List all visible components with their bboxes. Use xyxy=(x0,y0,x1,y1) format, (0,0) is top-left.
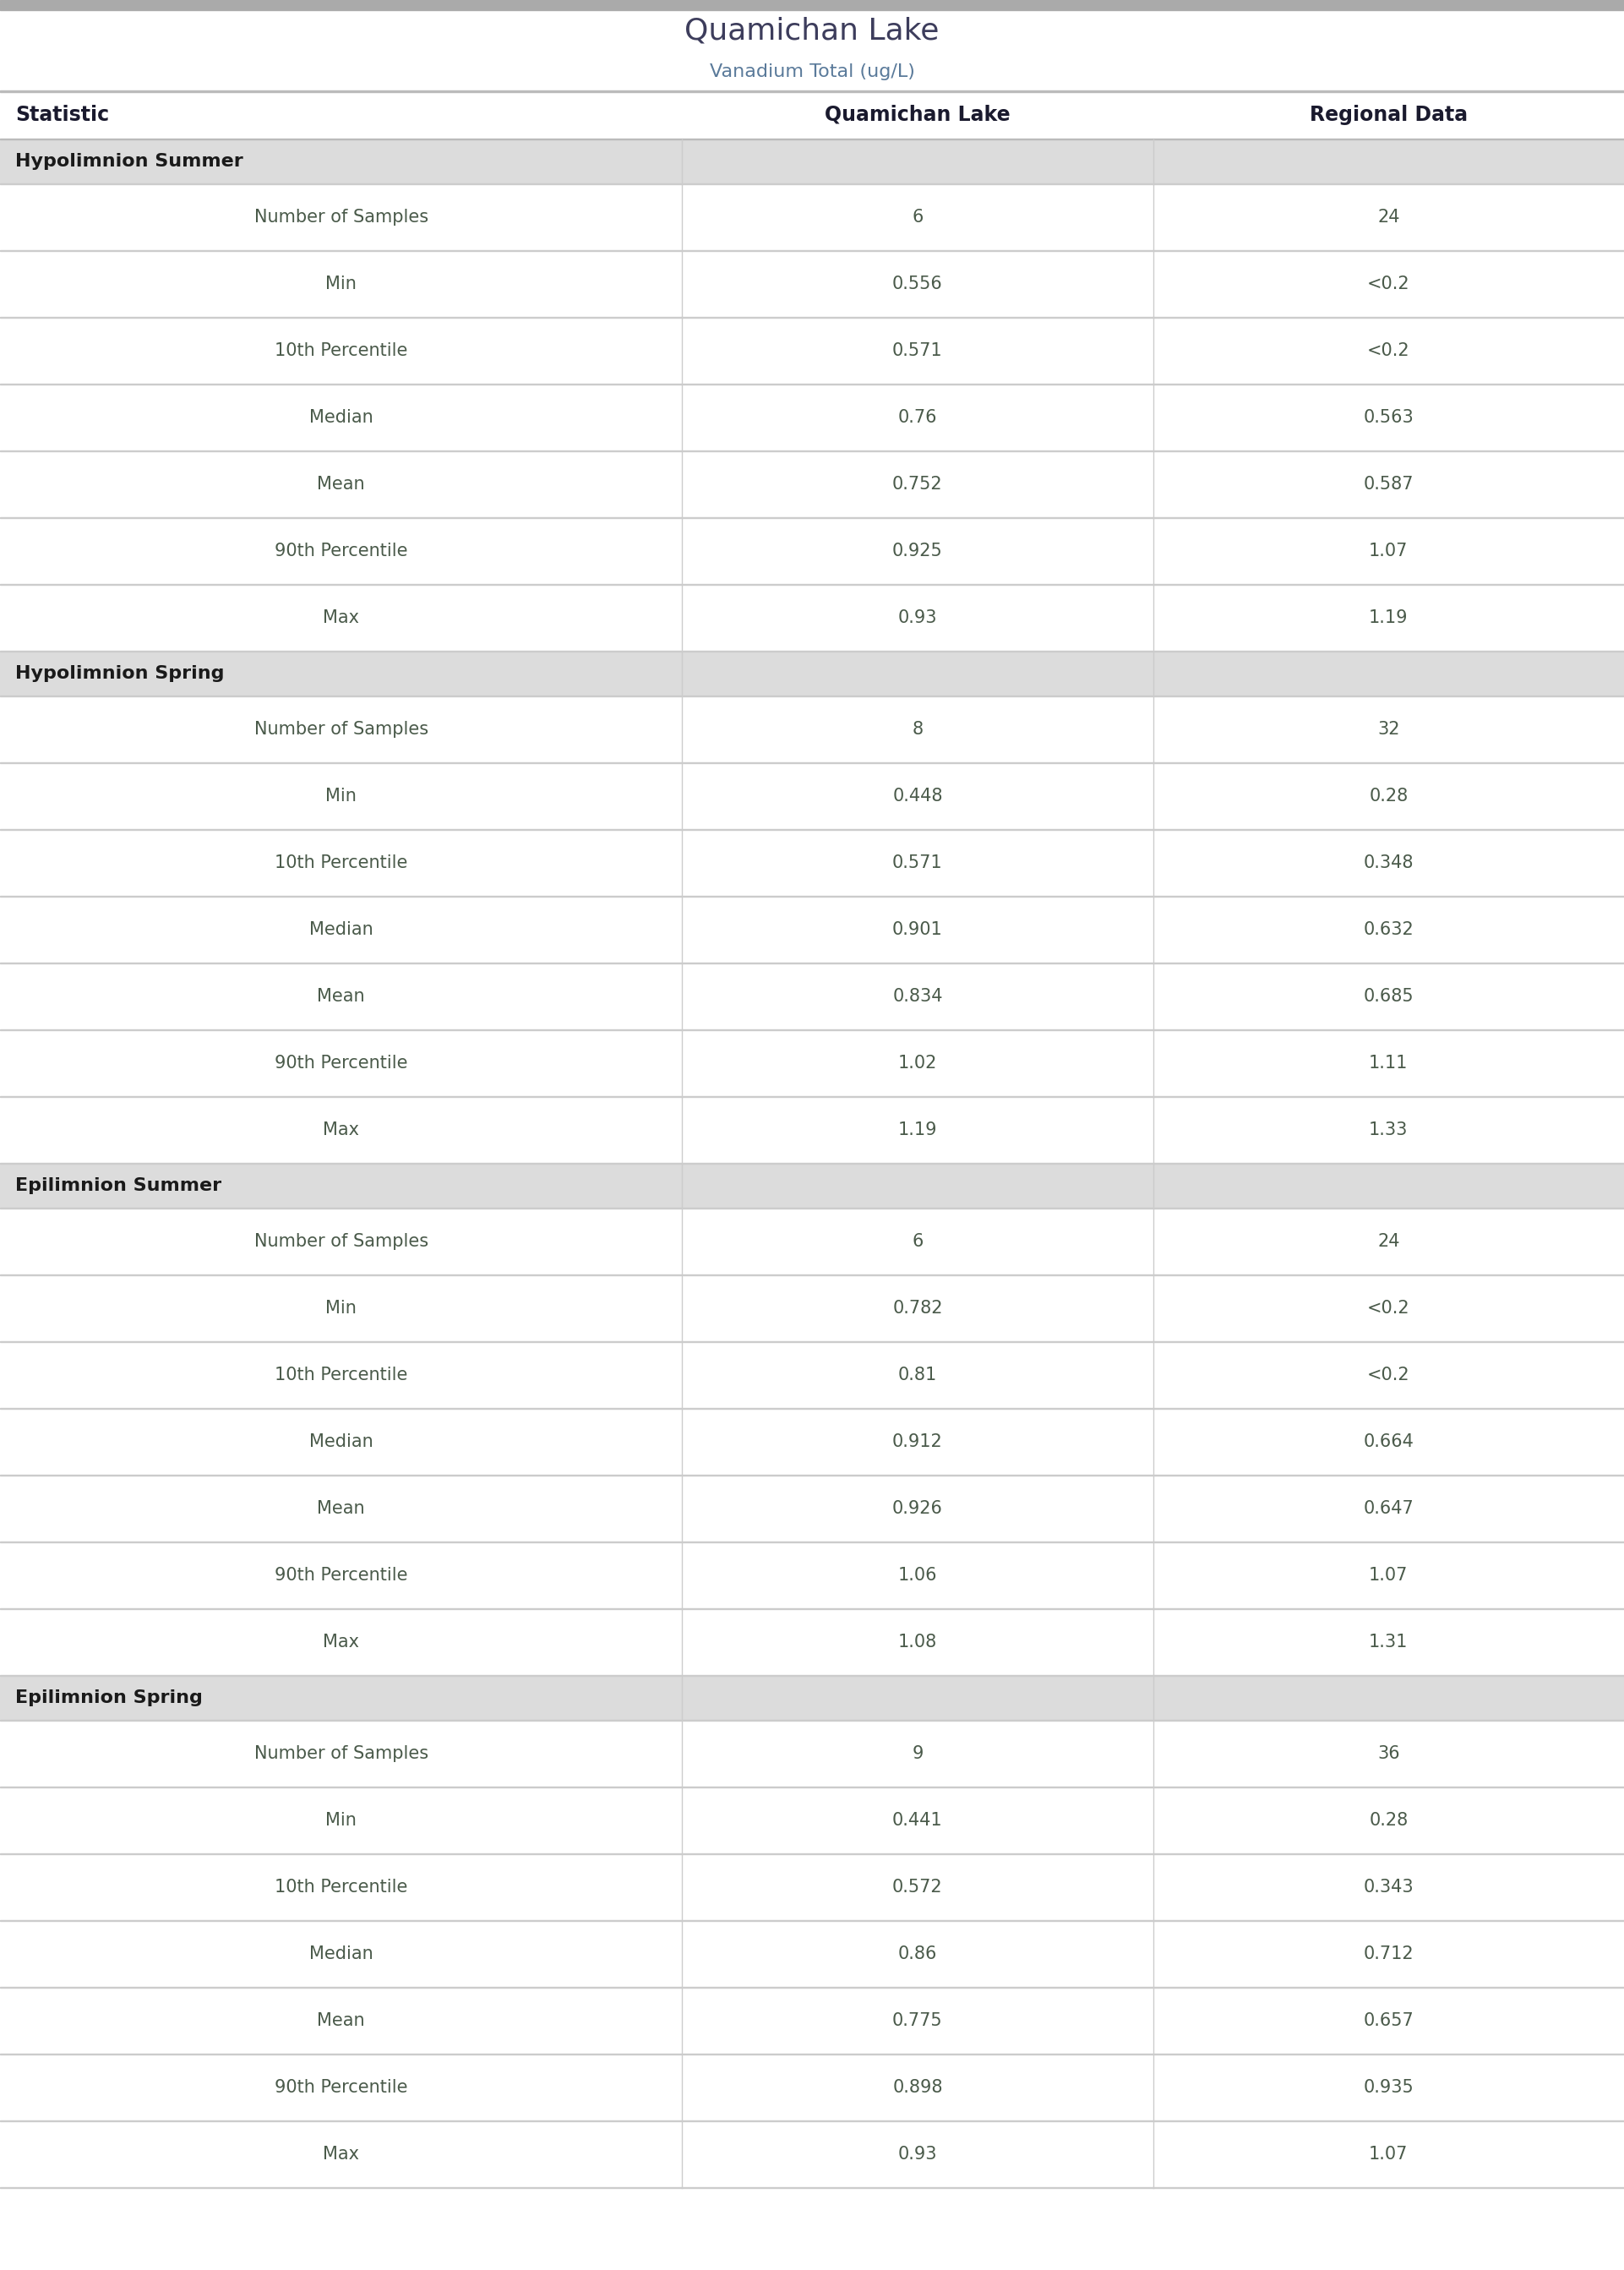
Text: 0.752: 0.752 xyxy=(892,477,944,493)
Text: Min: Min xyxy=(325,1811,357,1830)
Text: 0.28: 0.28 xyxy=(1369,1811,1408,1830)
Text: 0.28: 0.28 xyxy=(1369,788,1408,804)
Text: Hypolimnion Summer: Hypolimnion Summer xyxy=(15,152,244,170)
Text: 0.925: 0.925 xyxy=(892,543,944,558)
Text: Number of Samples: Number of Samples xyxy=(253,1746,429,1762)
Text: Quamichan Lake: Quamichan Lake xyxy=(825,104,1010,125)
Text: 0.76: 0.76 xyxy=(898,409,937,427)
Text: 0.571: 0.571 xyxy=(892,343,944,359)
Text: 9: 9 xyxy=(913,1746,922,1762)
Bar xyxy=(0,651,1624,695)
Text: 0.901: 0.901 xyxy=(892,922,944,938)
Text: 1.19: 1.19 xyxy=(1369,608,1408,627)
Text: 0.571: 0.571 xyxy=(892,854,944,872)
Text: 0.348: 0.348 xyxy=(1364,854,1413,872)
Text: 0.343: 0.343 xyxy=(1363,1880,1415,1895)
Text: 0.563: 0.563 xyxy=(1363,409,1415,427)
Text: 0.93: 0.93 xyxy=(898,608,937,627)
Text: <0.2: <0.2 xyxy=(1367,1301,1410,1317)
Text: 0.935: 0.935 xyxy=(1363,2079,1415,2095)
Text: 90th Percentile: 90th Percentile xyxy=(274,543,408,558)
Text: Number of Samples: Number of Samples xyxy=(253,722,429,738)
Text: 1.08: 1.08 xyxy=(898,1634,937,1650)
Text: 0.712: 0.712 xyxy=(1363,1945,1415,1961)
Text: 0.86: 0.86 xyxy=(898,1945,937,1961)
Text: 10th Percentile: 10th Percentile xyxy=(274,854,408,872)
Text: 8: 8 xyxy=(913,722,922,738)
Text: 0.572: 0.572 xyxy=(892,1880,944,1895)
Text: <0.2: <0.2 xyxy=(1367,1367,1410,1382)
Text: Max: Max xyxy=(323,1121,359,1137)
Text: Quamichan Lake: Quamichan Lake xyxy=(685,16,939,45)
Text: 0.587: 0.587 xyxy=(1364,477,1413,493)
Text: Min: Min xyxy=(325,1301,357,1317)
Text: 6: 6 xyxy=(913,209,922,225)
Bar xyxy=(0,0,1624,9)
Text: Median: Median xyxy=(309,409,374,427)
Bar xyxy=(0,1675,1624,1721)
Text: Vanadium Total (ug/L): Vanadium Total (ug/L) xyxy=(710,64,914,79)
Text: 0.441: 0.441 xyxy=(892,1811,944,1830)
Text: 1.02: 1.02 xyxy=(898,1056,937,1071)
Text: <0.2: <0.2 xyxy=(1367,275,1410,293)
Bar xyxy=(0,1165,1624,1208)
Text: Epilimnion Spring: Epilimnion Spring xyxy=(15,1689,203,1707)
Text: 1.19: 1.19 xyxy=(898,1121,937,1137)
Text: Median: Median xyxy=(309,1945,374,1961)
Text: Statistic: Statistic xyxy=(15,104,109,125)
Text: Min: Min xyxy=(325,788,357,804)
Text: 24: 24 xyxy=(1377,209,1400,225)
Text: 90th Percentile: 90th Percentile xyxy=(274,2079,408,2095)
Text: Max: Max xyxy=(323,608,359,627)
Text: 32: 32 xyxy=(1377,722,1400,738)
Text: 0.664: 0.664 xyxy=(1363,1432,1415,1451)
Text: Number of Samples: Number of Samples xyxy=(253,1233,429,1251)
Text: 10th Percentile: 10th Percentile xyxy=(274,1880,408,1895)
Text: Hypolimnion Spring: Hypolimnion Spring xyxy=(15,665,224,681)
Text: Number of Samples: Number of Samples xyxy=(253,209,429,225)
Text: 0.926: 0.926 xyxy=(892,1500,944,1516)
Text: 0.898: 0.898 xyxy=(893,2079,942,2095)
Text: 0.775: 0.775 xyxy=(892,2011,944,2029)
Text: Regional Data: Regional Data xyxy=(1309,104,1468,125)
Text: 90th Percentile: 90th Percentile xyxy=(274,1056,408,1071)
Text: 0.93: 0.93 xyxy=(898,2145,937,2163)
Text: Median: Median xyxy=(309,1432,374,1451)
Text: 0.834: 0.834 xyxy=(893,987,942,1006)
Text: 1.11: 1.11 xyxy=(1369,1056,1408,1071)
Text: 0.448: 0.448 xyxy=(893,788,942,804)
Text: Max: Max xyxy=(323,2145,359,2163)
Text: 1.07: 1.07 xyxy=(1369,1566,1408,1584)
Text: 6: 6 xyxy=(913,1233,922,1251)
Text: 0.632: 0.632 xyxy=(1363,922,1415,938)
Text: 0.647: 0.647 xyxy=(1363,1500,1415,1516)
Text: 36: 36 xyxy=(1377,1746,1400,1762)
Text: 1.07: 1.07 xyxy=(1369,2145,1408,2163)
Text: Min: Min xyxy=(325,275,357,293)
Text: 0.556: 0.556 xyxy=(892,275,944,293)
Text: 10th Percentile: 10th Percentile xyxy=(274,343,408,359)
Text: Mean: Mean xyxy=(317,987,365,1006)
Text: 90th Percentile: 90th Percentile xyxy=(274,1566,408,1584)
Bar xyxy=(0,138,1624,184)
Text: 1.07: 1.07 xyxy=(1369,543,1408,558)
Text: 1.31: 1.31 xyxy=(1369,1634,1408,1650)
Text: Mean: Mean xyxy=(317,477,365,493)
Text: 1.06: 1.06 xyxy=(898,1566,937,1584)
Text: 1.33: 1.33 xyxy=(1369,1121,1408,1137)
Text: 0.912: 0.912 xyxy=(892,1432,944,1451)
Text: Max: Max xyxy=(323,1634,359,1650)
Text: 0.657: 0.657 xyxy=(1363,2011,1415,2029)
Text: 10th Percentile: 10th Percentile xyxy=(274,1367,408,1382)
Text: 0.782: 0.782 xyxy=(893,1301,942,1317)
Text: Epilimnion Summer: Epilimnion Summer xyxy=(15,1178,221,1194)
Text: 0.81: 0.81 xyxy=(898,1367,937,1382)
Text: 0.685: 0.685 xyxy=(1363,987,1415,1006)
Text: Median: Median xyxy=(309,922,374,938)
Text: Mean: Mean xyxy=(317,2011,365,2029)
Text: <0.2: <0.2 xyxy=(1367,343,1410,359)
Text: Mean: Mean xyxy=(317,1500,365,1516)
Text: 24: 24 xyxy=(1377,1233,1400,1251)
